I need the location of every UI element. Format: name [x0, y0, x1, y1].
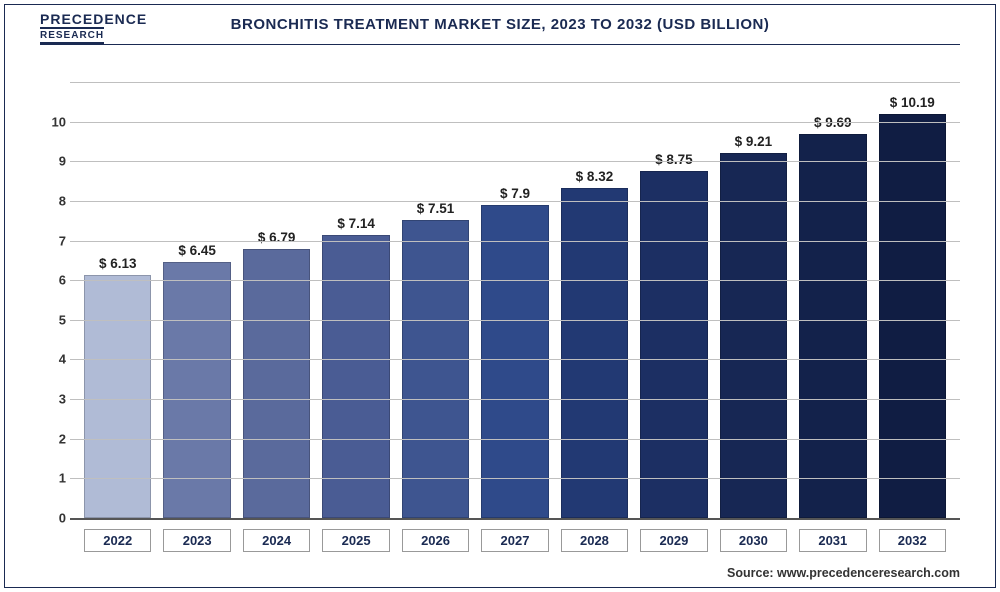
grid-line: [70, 280, 960, 281]
x-axis-labels: 2022 2023 2024 2025 2026 2027 2028 2029 2030 2031…: [70, 529, 960, 552]
bar: [720, 153, 787, 518]
y-tick: 9: [42, 154, 66, 169]
grid-line: [70, 320, 960, 321]
bar-value-label: $ 7.14: [337, 216, 375, 231]
bar-2026: $ 7.51: [402, 82, 469, 518]
grid-line: [70, 82, 960, 83]
bar-2022: $ 6.13: [84, 82, 151, 518]
x-label-2029: 2029: [640, 529, 707, 552]
y-tick: 10: [42, 114, 66, 129]
x-label-2027: 2027: [481, 529, 548, 552]
bar: [481, 205, 548, 518]
bar-value-label: $ 10.19: [890, 95, 935, 110]
y-tick: 6: [42, 273, 66, 288]
bar-value-label: $ 7.9: [500, 186, 530, 201]
bar-2032: $ 10.19: [879, 82, 946, 518]
x-label-2026: 2026: [402, 529, 469, 552]
grid-line: [70, 359, 960, 360]
bar-value-label: $ 9.21: [735, 134, 773, 149]
bar: [561, 188, 628, 518]
y-tick: 5: [42, 312, 66, 327]
y-tick: 2: [42, 431, 66, 446]
grid-line: [70, 399, 960, 400]
grid-line: [70, 478, 960, 479]
y-tick: 8: [42, 193, 66, 208]
x-label-2025: 2025: [322, 529, 389, 552]
plot-area: $ 6.13 $ 6.45 $ 6.79 $ 7.14 $ 7.51 $ 7.9 $ 8.3…: [70, 82, 960, 520]
logo-line2: RESEARCH: [40, 27, 104, 44]
bar-2028: $ 8.32: [561, 82, 628, 518]
grid-line: [70, 241, 960, 242]
bar-2031: $ 9.69: [799, 82, 866, 518]
x-label-2031: 2031: [799, 529, 866, 552]
bar: [402, 220, 469, 518]
x-label-2023: 2023: [163, 529, 230, 552]
y-tick: 0: [42, 511, 66, 526]
logo-line1: PRECEDENCE: [40, 11, 147, 27]
bar: [163, 262, 230, 518]
grid-line: [70, 439, 960, 440]
bar-value-label: $ 6.79: [258, 230, 296, 245]
x-label-2028: 2028: [561, 529, 628, 552]
bar: [879, 114, 946, 518]
x-label-2024: 2024: [243, 529, 310, 552]
bar: [640, 171, 707, 518]
y-tick: 7: [42, 233, 66, 248]
bar-2025: $ 7.14: [322, 82, 389, 518]
bar-value-label: $ 6.45: [178, 243, 216, 258]
grid-line: [70, 161, 960, 162]
x-label-2022: 2022: [84, 529, 151, 552]
bar: [84, 275, 151, 518]
bar-2024: $ 6.79: [243, 82, 310, 518]
bar-2029: $ 8.75: [640, 82, 707, 518]
bar-value-label: $ 8.75: [655, 152, 693, 167]
x-label-2032: 2032: [879, 529, 946, 552]
bar-2030: $ 9.21: [720, 82, 787, 518]
bar: [322, 235, 389, 518]
y-tick: 4: [42, 352, 66, 367]
chart-title: BRONCHITIS TREATMENT MARKET SIZE, 2023 T…: [231, 16, 770, 33]
grid-line: [70, 122, 960, 123]
bar-value-label: $ 6.13: [99, 256, 137, 271]
bar-value-label: $ 8.32: [576, 169, 614, 184]
grid-line: [70, 201, 960, 202]
brand-logo: PRECEDENCE RESEARCH: [40, 12, 147, 44]
title-rule: [40, 44, 960, 45]
y-tick: 1: [42, 471, 66, 486]
bar-2027: $ 7.9: [481, 82, 548, 518]
bar-2023: $ 6.45: [163, 82, 230, 518]
bars-container: $ 6.13 $ 6.45 $ 6.79 $ 7.14 $ 7.51 $ 7.9 $ 8.3…: [70, 82, 960, 518]
bar-value-label: $ 7.51: [417, 201, 455, 216]
x-label-2030: 2030: [720, 529, 787, 552]
y-tick: 3: [42, 392, 66, 407]
bar: [799, 134, 866, 518]
source-caption: Source: www.precedenceresearch.com: [727, 566, 960, 580]
